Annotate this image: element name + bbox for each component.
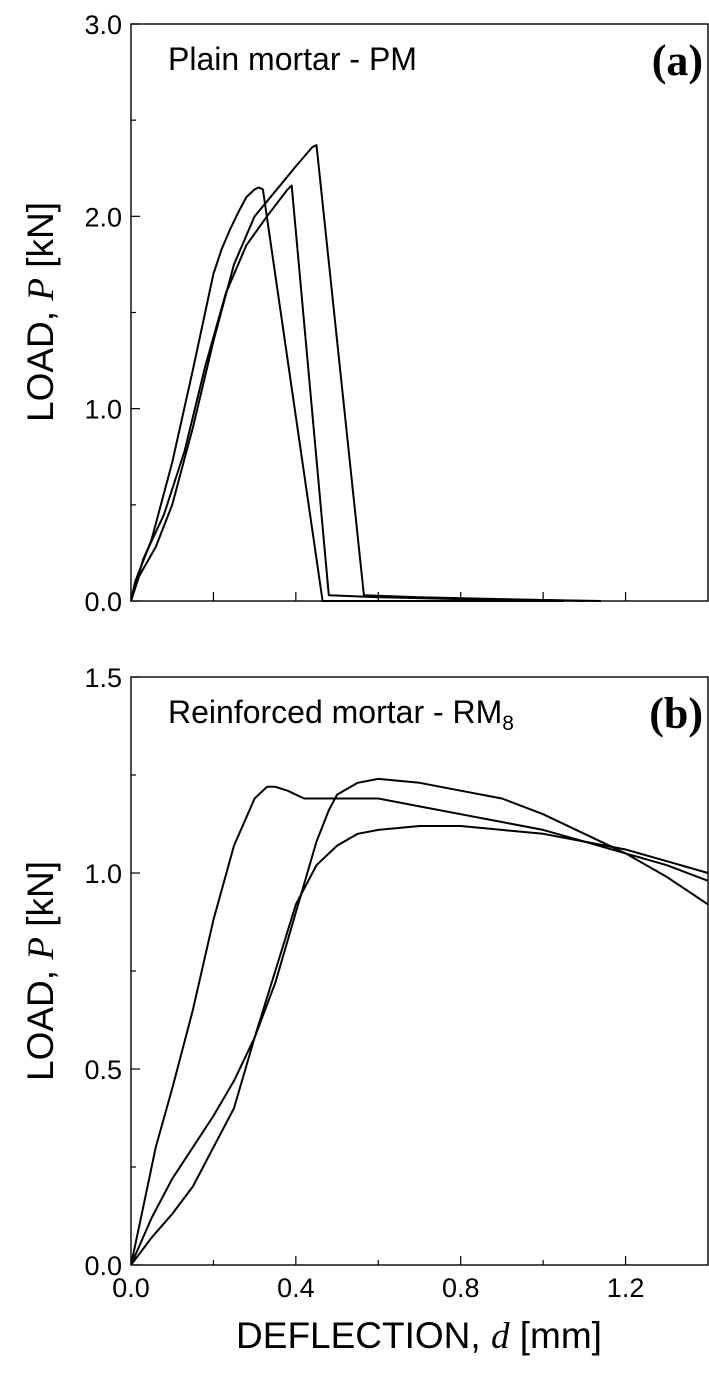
panel-a-series-1-line — [130, 186, 564, 602]
panel-b-curves — [130, 777, 709, 1266]
y-tick-label: 1.0 — [84, 859, 122, 889]
panel-a-series-3-line — [130, 144, 585, 602]
panel-a-tag: (a) — [652, 36, 703, 85]
panel-b-frame — [130, 676, 709, 1266]
y-tick-label: 0.0 — [84, 587, 122, 617]
panel-a-curves — [130, 144, 601, 602]
panel-a-ylabel-var: P — [21, 278, 62, 302]
x-axis-title: DEFLECTION, d [mm] — [236, 1315, 602, 1357]
xlabel-var: d — [491, 1316, 510, 1357]
y-tick-label: 2.0 — [84, 202, 122, 232]
panel-a-ylabel-unit: [kN] — [20, 202, 61, 278]
y-tick-label: 0.0 — [84, 1251, 122, 1281]
panel-a: 0.0 1.0 2.0 3.0 Plain mortar - PM (a) LOAD,… — [20, 10, 709, 617]
panel-b-ylabel-var: P — [21, 937, 62, 961]
panel-b-label-sub: 8 — [502, 712, 514, 735]
panel-b-label-main: Reinforced mortar - RM — [168, 694, 502, 730]
panel-a-label: Plain mortar - PM — [168, 41, 417, 77]
panel-b-ticks — [130, 676, 627, 1266]
y-tick-label: 1.0 — [84, 395, 122, 425]
panel-b-tick-labels: 0.0 0.5 1.0 1.5 0.0 0.4 0.8 1.2 — [84, 663, 644, 1303]
panel-a-tick-labels: 0.0 1.0 2.0 3.0 — [84, 10, 122, 617]
panel-b-series-3-line — [130, 825, 709, 1266]
panel-b: 0.0 0.5 1.0 1.5 0.0 0.4 0.8 1.2 Reinforced mort… — [20, 663, 709, 1357]
panel-b-label: Reinforced mortar - RM8 — [168, 694, 514, 735]
panel-b-tag: (b) — [649, 689, 703, 738]
panel-b-ylabel-unit: [kN] — [20, 861, 61, 937]
panel-b-series-1-line — [130, 785, 709, 1266]
panel-b-y-axis-title: LOAD, P [kN] — [20, 861, 62, 1081]
xlabel-prefix: DEFLECTION, — [236, 1315, 491, 1356]
panel-a-ylabel-prefix: LOAD, — [20, 301, 61, 422]
x-tick-label: 0.0 — [112, 1273, 150, 1303]
y-tick-label: 3.0 — [84, 10, 122, 40]
x-tick-label: 0.4 — [277, 1273, 315, 1303]
panel-b-series-2-line — [130, 777, 709, 1266]
y-tick-label: 0.5 — [84, 1055, 122, 1085]
panel-a-y-axis-title: LOAD, P [kN] — [20, 202, 62, 422]
x-tick-label: 1.2 — [607, 1273, 645, 1303]
panel-a-frame — [130, 23, 709, 602]
xlabel-unit: [mm] — [509, 1315, 601, 1356]
y-tick-label: 1.5 — [84, 663, 122, 693]
panel-b-ylabel-prefix: LOAD, — [20, 960, 61, 1081]
x-tick-label: 0.8 — [442, 1273, 480, 1303]
